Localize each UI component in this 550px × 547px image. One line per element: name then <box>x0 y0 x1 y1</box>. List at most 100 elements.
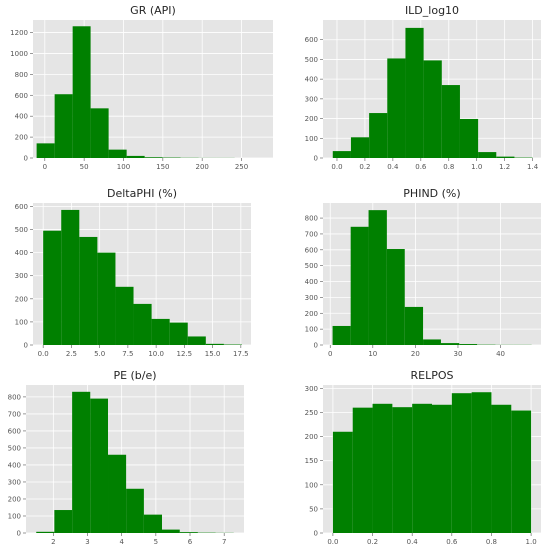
y-tick-label: 200 <box>305 115 318 123</box>
x-tick-label: 1.0 <box>471 163 482 171</box>
y-tick-label: 50 <box>309 505 318 513</box>
panel-title: GR (API) <box>130 4 176 17</box>
histogram-bar <box>126 488 144 533</box>
y-tick-label: 500 <box>305 262 318 270</box>
histogram-bar <box>440 343 460 345</box>
x-tick-label: 0.4 <box>407 538 419 546</box>
x-tick-label: 200 <box>195 163 208 171</box>
y-tick-label: 100 <box>8 512 21 520</box>
histogram-bar <box>187 336 206 345</box>
x-tick-label: 1.2 <box>499 163 510 171</box>
y-tick-label: 700 <box>305 230 318 238</box>
x-tick-label: 2.5 <box>66 350 77 358</box>
y-tick-label: 400 <box>305 278 318 286</box>
y-tick-label: 600 <box>8 427 21 435</box>
y-tick-label: 200 <box>15 134 28 142</box>
histogram-bar <box>133 303 152 345</box>
histogram-bar <box>90 108 109 158</box>
panel-title: ILD_log10 <box>405 4 459 17</box>
x-tick-label: 0 <box>43 163 47 171</box>
histogram-bar <box>72 26 91 158</box>
x-tick-label: 1.4 <box>527 163 539 171</box>
histogram-bar <box>54 94 73 158</box>
y-tick-label: 0 <box>24 155 28 163</box>
x-tick-label: 40 <box>496 350 505 358</box>
histogram-panel: 0 10 20 30 400100200300400500600700800PHIND … <box>305 187 541 358</box>
histogram-panel: 0.0 0.2 0.4 0.6 0.8 1.0 1.2 1.4 0 100 200 300 400 500… <box>305 4 541 171</box>
histogram-bar <box>143 514 162 533</box>
histogram-bar <box>332 325 351 345</box>
y-tick-label: 600 <box>15 203 28 211</box>
histogram-bar <box>115 286 134 345</box>
histogram-panel: 0.0 2.5 5.0 7.5 10.0 12.5 15.0 17.5 0 100 200 300 40… <box>15 187 251 358</box>
x-tick-label: 10 <box>368 350 377 358</box>
y-tick-label: 0 <box>24 342 28 350</box>
histogram-bar <box>332 151 351 158</box>
y-tick-label: 400 <box>305 76 318 84</box>
y-tick-label: 150 <box>305 457 318 465</box>
histogram-bar <box>405 27 424 159</box>
y-tick-label: 0 <box>314 342 318 350</box>
histogram-bar <box>179 532 198 533</box>
y-tick-label: 400 <box>15 113 28 121</box>
histogram-bar <box>54 510 73 533</box>
y-tick-label: 300 <box>305 95 318 103</box>
y-tick-label: 500 <box>15 226 28 234</box>
histogram-bar <box>108 149 127 158</box>
x-tick-label: 0.8 <box>443 163 454 171</box>
x-tick-label: 0.0 <box>38 350 49 358</box>
y-tick-label: 100 <box>15 318 28 326</box>
histogram-bar <box>491 404 512 533</box>
y-tick-label: 400 <box>8 461 21 469</box>
y-tick-label: 0 <box>17 530 21 538</box>
x-tick-label: 0.4 <box>387 163 399 171</box>
x-tick-label: 17.5 <box>233 350 249 358</box>
histogram-panel: 0.0 0.2 0.4 0.6 0.8 1.0 0 50 100 150 200 250 300 RELP… <box>305 369 541 546</box>
y-tick-label: 300 <box>305 294 318 302</box>
panel-title: PHIND (%) <box>403 187 460 200</box>
y-tick-label: 1200 <box>10 29 28 37</box>
histogram-bar <box>79 236 98 345</box>
y-tick-label: 0 <box>314 155 318 163</box>
x-tick-label: 6 <box>188 538 193 546</box>
histogram-bar <box>387 58 406 158</box>
y-tick-label: 800 <box>8 393 21 401</box>
x-tick-label: 5 <box>154 538 158 546</box>
histogram-bar <box>352 407 373 533</box>
x-tick-label: 0 <box>328 350 332 358</box>
x-tick-label: 15.0 <box>205 350 221 358</box>
histogram-bar <box>412 403 432 533</box>
panel-title: RELPOS <box>411 369 454 382</box>
x-tick-label: 2 <box>51 538 55 546</box>
x-tick-label: 20 <box>411 350 420 358</box>
x-tick-label: 12.5 <box>177 350 193 358</box>
x-tick-label: 1.0 <box>526 538 537 546</box>
histogram-bar <box>511 410 532 533</box>
histogram-bar <box>169 322 188 345</box>
y-tick-label: 800 <box>15 71 28 79</box>
y-tick-label: 400 <box>15 249 28 257</box>
x-tick-label: 10.0 <box>148 350 164 358</box>
histogram-bar <box>43 230 62 345</box>
y-tick-label: 200 <box>8 495 21 503</box>
y-tick-label: 700 <box>8 410 21 418</box>
x-tick-label: 250 <box>235 163 248 171</box>
histogram-bar <box>372 403 393 533</box>
x-tick-label: 7 <box>222 538 226 546</box>
y-tick-label: 200 <box>305 433 318 441</box>
x-tick-label: 150 <box>156 163 169 171</box>
y-tick-label: 300 <box>8 478 21 486</box>
histogram-panel: 2 3 4 5 6 7 0 100 200 300 400 500 600 700 800 PE (b/e) <box>8 369 244 546</box>
y-tick-label: 600 <box>15 92 28 100</box>
x-tick-label: 4 <box>119 538 124 546</box>
histogram-bar <box>423 60 442 158</box>
histogram-bar <box>61 209 80 345</box>
histogram-bar <box>441 85 460 158</box>
x-tick-label: 0.6 <box>446 538 458 546</box>
x-tick-label: 0.8 <box>486 538 497 546</box>
histogram-bar <box>36 143 55 158</box>
histogram-bar <box>108 454 127 533</box>
histogram-bar <box>72 391 91 533</box>
y-tick-label: 100 <box>305 481 318 489</box>
